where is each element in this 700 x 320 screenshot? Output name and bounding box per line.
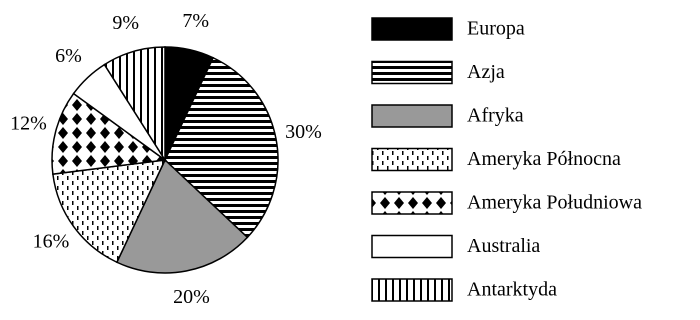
legend-swatch xyxy=(371,191,453,215)
pie-slice xyxy=(103,46,166,163)
pie-slice xyxy=(115,158,249,274)
legend-swatch xyxy=(371,60,453,85)
slice-label: 20% xyxy=(173,286,210,308)
legend-swatch xyxy=(371,104,453,128)
slice-label: 30% xyxy=(285,121,322,143)
legend-swatch xyxy=(371,17,453,41)
pie-slice xyxy=(52,159,167,264)
pie-slice xyxy=(164,56,279,239)
legend-label: Australia xyxy=(467,235,540,257)
slice-label: 7% xyxy=(182,10,209,32)
pie-slice xyxy=(51,92,167,176)
legend-swatch xyxy=(371,278,453,302)
slice-label: 9% xyxy=(112,12,139,34)
slice-label: 16% xyxy=(33,230,70,252)
slice-label: 6% xyxy=(55,45,82,67)
legend-swatch xyxy=(371,147,453,172)
legend-label: Afryka xyxy=(467,105,524,127)
legend-swatch xyxy=(371,234,453,259)
legend-label: Azja xyxy=(467,61,505,83)
legend-label: Ameryka Północna xyxy=(467,148,621,170)
legend-label: Antarktyda xyxy=(467,279,557,301)
legend-label: Europa xyxy=(467,18,525,40)
legend-label: Ameryka Południowa xyxy=(467,192,642,214)
slice-label: 12% xyxy=(10,113,47,135)
